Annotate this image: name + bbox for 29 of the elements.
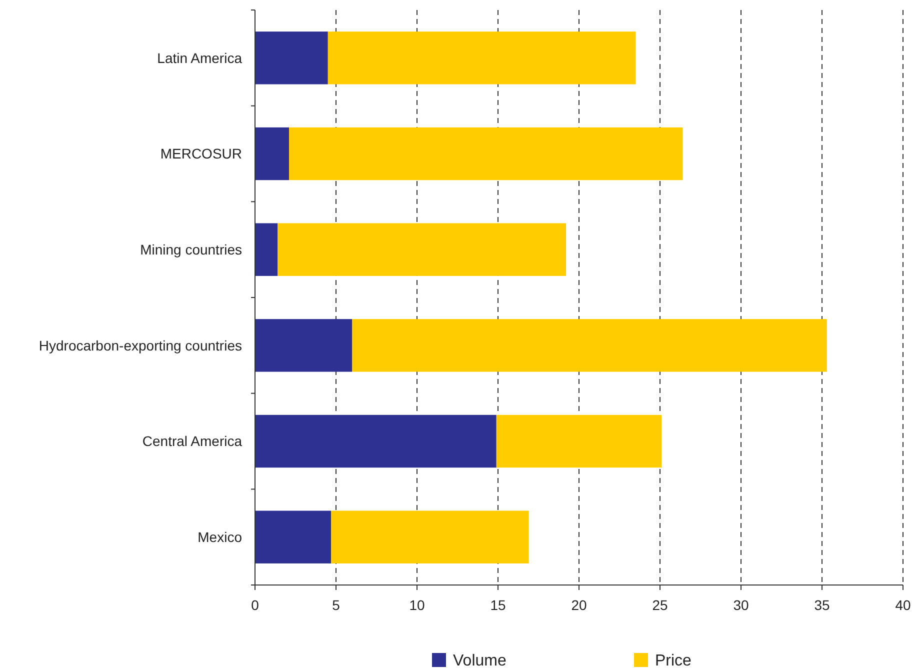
legend-label: Price xyxy=(655,652,692,670)
y-tick-label: Mexico xyxy=(198,528,242,545)
x-tick-label: 10 xyxy=(409,597,425,613)
bar xyxy=(255,223,278,276)
bar xyxy=(331,510,529,564)
x-tick-label: 15 xyxy=(490,597,506,613)
y-tick-label: MERCOSUR xyxy=(160,146,242,162)
bar xyxy=(255,127,290,180)
bar xyxy=(255,319,352,372)
bar xyxy=(255,510,332,564)
x-tick-label: 0 xyxy=(251,597,260,613)
x-tick-label: 30 xyxy=(733,597,749,613)
x-tick-label: 25 xyxy=(652,597,668,613)
y-tick-label: Latin America xyxy=(157,50,242,66)
bar xyxy=(289,127,683,180)
y-tick-label: Mining countries xyxy=(140,241,242,258)
x-tick-label: 40 xyxy=(895,597,911,613)
bar xyxy=(255,32,328,84)
x-tick-label: 35 xyxy=(814,597,830,613)
bar xyxy=(255,414,496,468)
x-tick-label: 20 xyxy=(571,597,587,613)
legend-label: Volume xyxy=(453,652,506,670)
bar xyxy=(328,32,636,84)
y-tick-label: Central America xyxy=(142,433,242,450)
y-tick-label: Hydrocarbon-exporting countries xyxy=(38,337,242,354)
bar xyxy=(496,414,662,468)
bar xyxy=(278,223,566,276)
x-tick-label: 5 xyxy=(332,597,340,613)
bar xyxy=(352,319,827,372)
